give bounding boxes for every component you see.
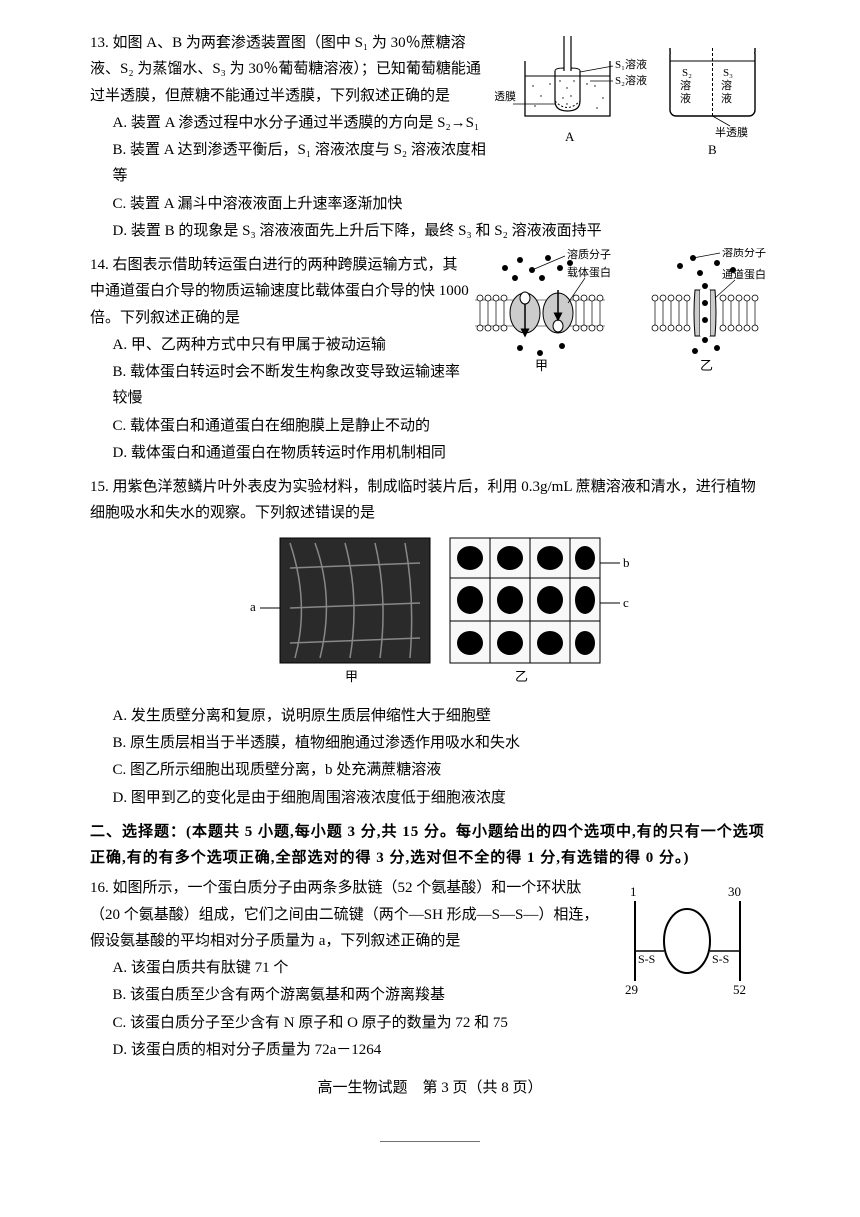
q16-figure: S-S S-S 1 30 29 52: [600, 881, 770, 1005]
q13-s2-label: S₂溶液: [615, 73, 647, 87]
svg-text:1: 1: [630, 884, 637, 899]
question-15: 15. 用紫色洋葱鳞片叶外表皮为实验材料，制成临时装片后，利用 0.3g/mL …: [90, 474, 770, 811]
q13-membrane-a: 半透膜: [495, 89, 516, 103]
q13-figure: S₁溶液 S₂溶液 半透膜 A S₂ 溶: [495, 26, 770, 175]
svg-text:通道蛋白: 通道蛋白: [722, 267, 766, 281]
svg-text:S-S: S-S: [638, 952, 655, 966]
q16-opt-a: 该蛋白质共有肽键 71 个: [131, 960, 289, 976]
svg-text:溶质分子: 溶质分子: [722, 248, 766, 259]
q14-number: 14.: [90, 257, 109, 273]
q16-stem: 如图所示，一个蛋白质分子由两条多肽链（52 个氨基酸）和一个环状肽（20 个氨基…: [90, 880, 598, 949]
q14-opt-a: 甲、乙两种方式中只有甲属于被动运输: [131, 337, 386, 353]
q16-opt-c: 该蛋白质分子至少含有 N 原子和 O 原子的数量为 72 和 75: [130, 1015, 508, 1031]
question-13: S₁溶液 S₂溶液 半透膜 A S₂ 溶: [90, 30, 770, 244]
q13-opt-a: 装置 A 渗透过程中水分子通过半透膜的方向是 S₂→S₁: [131, 115, 479, 131]
svg-text:甲: 甲: [535, 358, 548, 373]
q14-opt-c: 载体蛋白和通道蛋白在细胞膜上是静止不动的: [130, 418, 430, 434]
q13-label-a: A: [565, 129, 575, 144]
section-2-title: 二、选择题：(本题共 5 小题,每小题 3 分,共 15 分。每小题给出的四个选…: [90, 819, 770, 872]
svg-text:半透膜: 半透膜: [715, 125, 748, 139]
q15-options: A. 发生质壁分离和复原，说明原生质层伸缩性大于细胞壁 B. 原生质层相当于半透…: [90, 703, 770, 811]
svg-text:液: 液: [721, 91, 732, 105]
svg-text:液: 液: [680, 91, 691, 105]
q13-stem: 如图 A、B 为两套渗透装置图（图中 S₁ 为 30％蔗糖溶液、S₂ 为蒸馏水、…: [90, 35, 481, 104]
q16-number: 16.: [90, 880, 109, 896]
q16-opt-b: 该蛋白质至少含有两个游离氨基和两个游离羧基: [130, 987, 445, 1003]
q15-opt-c: 图乙所示细胞出现质壁分离，b 处充满蔗糖溶液: [130, 762, 441, 778]
svg-text:乙: 乙: [515, 669, 528, 684]
q14-opt-d: 载体蛋白和通道蛋白在物质转运时作用机制相同: [131, 445, 446, 461]
q13-opt-c: 装置 A 漏斗中溶液液面上升速率逐渐加快: [130, 196, 403, 212]
footer-rule: [380, 1141, 480, 1142]
q16-opt-d: 该蛋白质的相对分子质量为 72a－1264: [131, 1042, 381, 1058]
q13-s1-label: S₁溶液: [615, 57, 647, 71]
q13-opt-d: 装置 B 的现象是 S₃ 溶液液面先上升后下降，最终 S₃ 和 S₂ 溶液液面持…: [131, 223, 602, 239]
q14-solute-label: 溶质分子: [567, 248, 611, 261]
q14-opt-b: 载体蛋白转运时会不断发生构象改变导致运输速率较慢: [113, 364, 461, 406]
page-footer: 高一生物试题 第 3 页（共 8 页）: [90, 1075, 770, 1101]
q15-opt-d: 图甲到乙的变化是由于细胞周围溶液浓度低于细胞液浓度: [131, 790, 506, 806]
svg-text:30: 30: [728, 884, 741, 899]
q14-stem: 右图表示借助转运蛋白进行的两种跨膜运输方式，其中通道蛋白介导的物质运输速度比载体…: [90, 257, 469, 326]
svg-text:甲: 甲: [345, 669, 358, 684]
svg-text:S₃: S₃: [723, 67, 733, 79]
svg-text:29: 29: [625, 982, 638, 996]
q15-number: 15.: [90, 479, 109, 495]
q14-carrier-label: 载体蛋白: [567, 265, 611, 279]
q15-stem: 用紫色洋葱鳞片叶外表皮为实验材料，制成临时装片后，利用 0.3g/mL 蔗糖溶液…: [90, 479, 756, 521]
svg-text:a: a: [250, 599, 256, 614]
svg-text:溶: 溶: [680, 78, 691, 92]
q13-number: 13.: [90, 35, 109, 51]
q15-opt-b: 原生质层相当于半透膜，植物细胞通过渗透作用吸水和失水: [130, 735, 520, 751]
question-16: S-S S-S 1 30 29 52 16. 如图所示，一个蛋白质分子由两条多肽…: [90, 875, 770, 1063]
q13-opt-b: 装置 A 达到渗透平衡后，S₁ 溶液浓度与 S₂ 溶液浓度相等: [113, 142, 486, 184]
svg-text:b: b: [623, 555, 630, 570]
svg-text:c: c: [623, 595, 629, 610]
q15-opt-a: 发生质壁分离和复原，说明原生质层伸缩性大于细胞壁: [131, 708, 491, 724]
svg-text:52: 52: [733, 982, 746, 996]
svg-text:B: B: [708, 142, 717, 157]
svg-text:S₂: S₂: [682, 67, 692, 79]
svg-text:S-S: S-S: [712, 952, 729, 966]
q15-figure: a 甲: [90, 533, 770, 697]
svg-text:乙: 乙: [700, 358, 713, 373]
svg-text:溶: 溶: [721, 78, 732, 92]
question-14: 溶质分子 载体蛋白 甲: [90, 252, 770, 466]
q14-figure: 溶质分子 载体蛋白 甲: [470, 248, 770, 382]
